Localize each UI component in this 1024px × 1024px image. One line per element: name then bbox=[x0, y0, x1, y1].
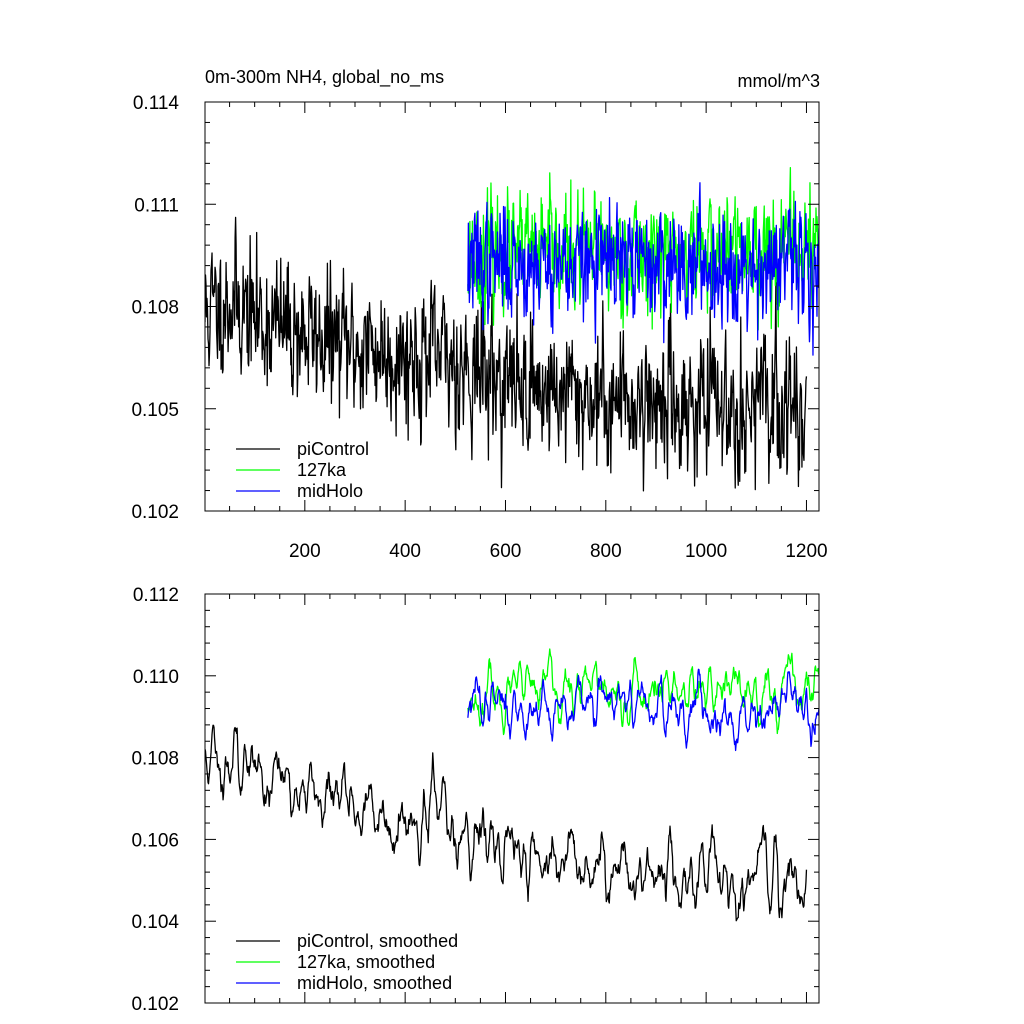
y-tick-label: 0.102 bbox=[131, 994, 179, 1015]
top-panel: 0m-300m NH4, global_no_ms mmol/m^3 0.102… bbox=[131, 67, 827, 562]
series-line-picontrol-smoothed bbox=[205, 724, 808, 922]
legend-label: piControl, smoothed bbox=[297, 931, 458, 951]
legend-label: 127ka, smoothed bbox=[297, 952, 435, 972]
series-line-127ka-smoothed bbox=[467, 648, 819, 736]
y-tick-label: 0.105 bbox=[131, 400, 179, 421]
legend-label: 127ka bbox=[297, 460, 347, 480]
y-tick-label: 0.108 bbox=[131, 749, 179, 770]
top-axes: 0.102 0.105 0.108 0.111 0.114 200 400 600 800 100… bbox=[131, 93, 827, 562]
series-line-midholo bbox=[467, 182, 819, 356]
bottom-series-group bbox=[205, 648, 819, 922]
top-plot-frame bbox=[204, 101, 820, 512]
x-tick-label: 1200 bbox=[785, 541, 827, 562]
series-line-picontrol bbox=[205, 216, 808, 492]
y-tick-label: 0.114 bbox=[133, 93, 180, 114]
x-tick-label: 200 bbox=[289, 541, 321, 562]
chart-title: 0m-300m NH4, global_no_ms bbox=[205, 67, 444, 88]
bottom-panel: 0.102 0.104 0.106 0.108 0.110 0.112 piControl… bbox=[131, 585, 820, 1015]
x-tick-label: 1000 bbox=[685, 541, 727, 562]
y-tick-label: 0.110 bbox=[133, 667, 179, 688]
legend-label: piControl bbox=[297, 439, 369, 459]
legend-label: midHolo bbox=[297, 481, 363, 501]
series-line-midholo-smoothed bbox=[467, 668, 819, 752]
y-tick-label: 0.112 bbox=[133, 585, 179, 606]
x-tick-label: 600 bbox=[490, 541, 522, 562]
y-tick-label: 0.111 bbox=[134, 195, 179, 216]
y-tick-label: 0.102 bbox=[131, 502, 179, 523]
bottom-plot-frame bbox=[204, 593, 820, 1004]
y-tick-label: 0.106 bbox=[131, 830, 179, 851]
units-label: mmol/m^3 bbox=[738, 71, 820, 91]
y-tick-label: 0.104 bbox=[131, 912, 179, 933]
top-series-group bbox=[205, 167, 819, 492]
x-tick-label: 800 bbox=[590, 541, 622, 562]
y-tick-label: 0.108 bbox=[131, 298, 179, 319]
bottom-axes: 0.102 0.104 0.106 0.108 0.110 0.112 bbox=[131, 585, 819, 1015]
x-tick-label: 400 bbox=[389, 541, 421, 562]
legend-label: midHolo, smoothed bbox=[297, 973, 452, 993]
